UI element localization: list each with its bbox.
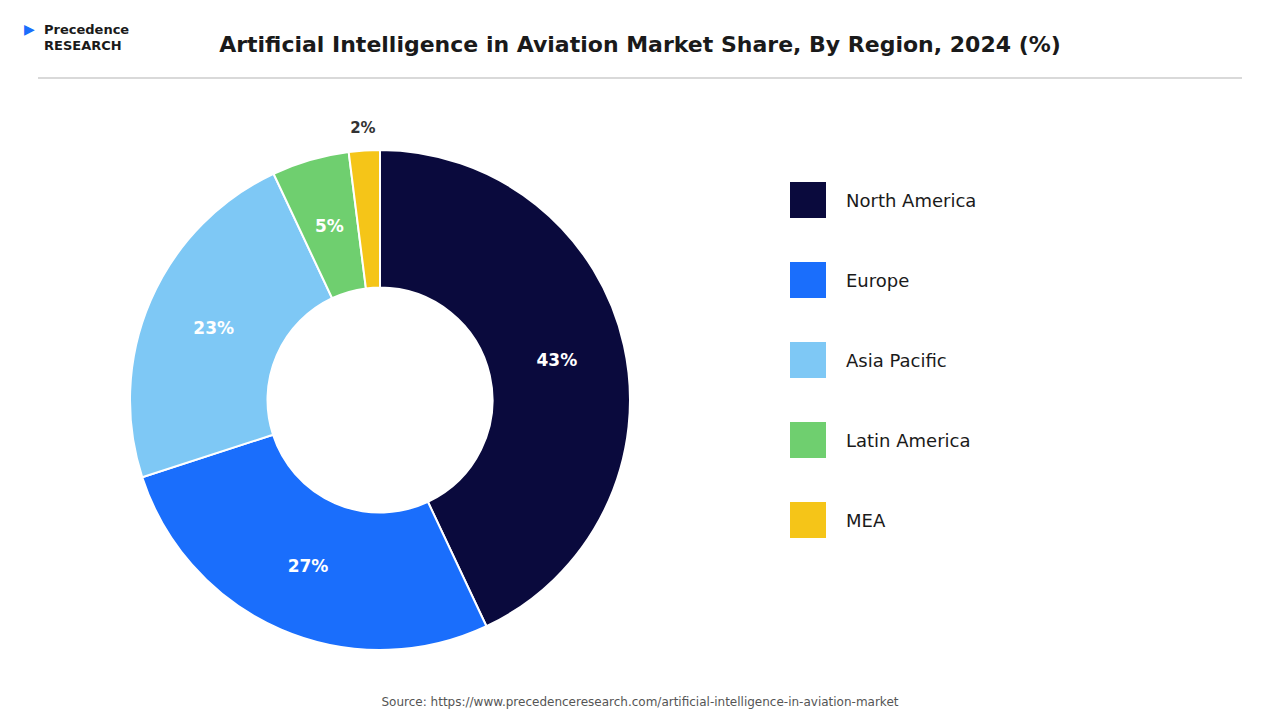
- legend-label: North America: [846, 190, 976, 211]
- donut: [130, 150, 630, 650]
- data-label: 27%: [288, 556, 329, 576]
- data-label: 43%: [537, 350, 578, 370]
- data-label: 2%: [350, 119, 375, 137]
- legend-swatch: [790, 342, 826, 378]
- logo-text-line: Precedence: [44, 22, 129, 37]
- data-label: 5%: [315, 216, 344, 236]
- data-label: 23%: [193, 318, 234, 338]
- chart-svg: Artificial Intelligence in Aviation Mark…: [0, 0, 1280, 720]
- legend-label: Latin America: [846, 430, 971, 451]
- title-rule: [38, 77, 1242, 79]
- title: Artificial Intelligence in Aviation Mark…: [219, 32, 1061, 57]
- background: [0, 0, 1280, 720]
- logo-text: PrecedenceRESEARCH: [44, 22, 129, 53]
- data-labels: 43% 27% 23% 5% 2%: [193, 119, 577, 576]
- donut-slice: [142, 435, 486, 650]
- legend-swatch: [790, 182, 826, 218]
- source-note: Source: https://www.precedenceresearch.c…: [382, 695, 899, 709]
- legend-label: Europe: [846, 270, 909, 291]
- chart-container: Artificial Intelligence in Aviation Mark…: [0, 0, 1280, 720]
- legend-label: Asia Pacific: [846, 350, 947, 371]
- donut-slice: [349, 150, 380, 288]
- legend: North America Europe Asia Pacific Latin Ame…: [790, 182, 976, 538]
- logo-mark: ▶: [24, 21, 35, 37]
- legend-swatch: [790, 262, 826, 298]
- logo-text-line: RESEARCH: [44, 38, 122, 53]
- legend-label: MEA: [846, 510, 886, 531]
- legend-swatch: [790, 422, 826, 458]
- legend-swatch: [790, 502, 826, 538]
